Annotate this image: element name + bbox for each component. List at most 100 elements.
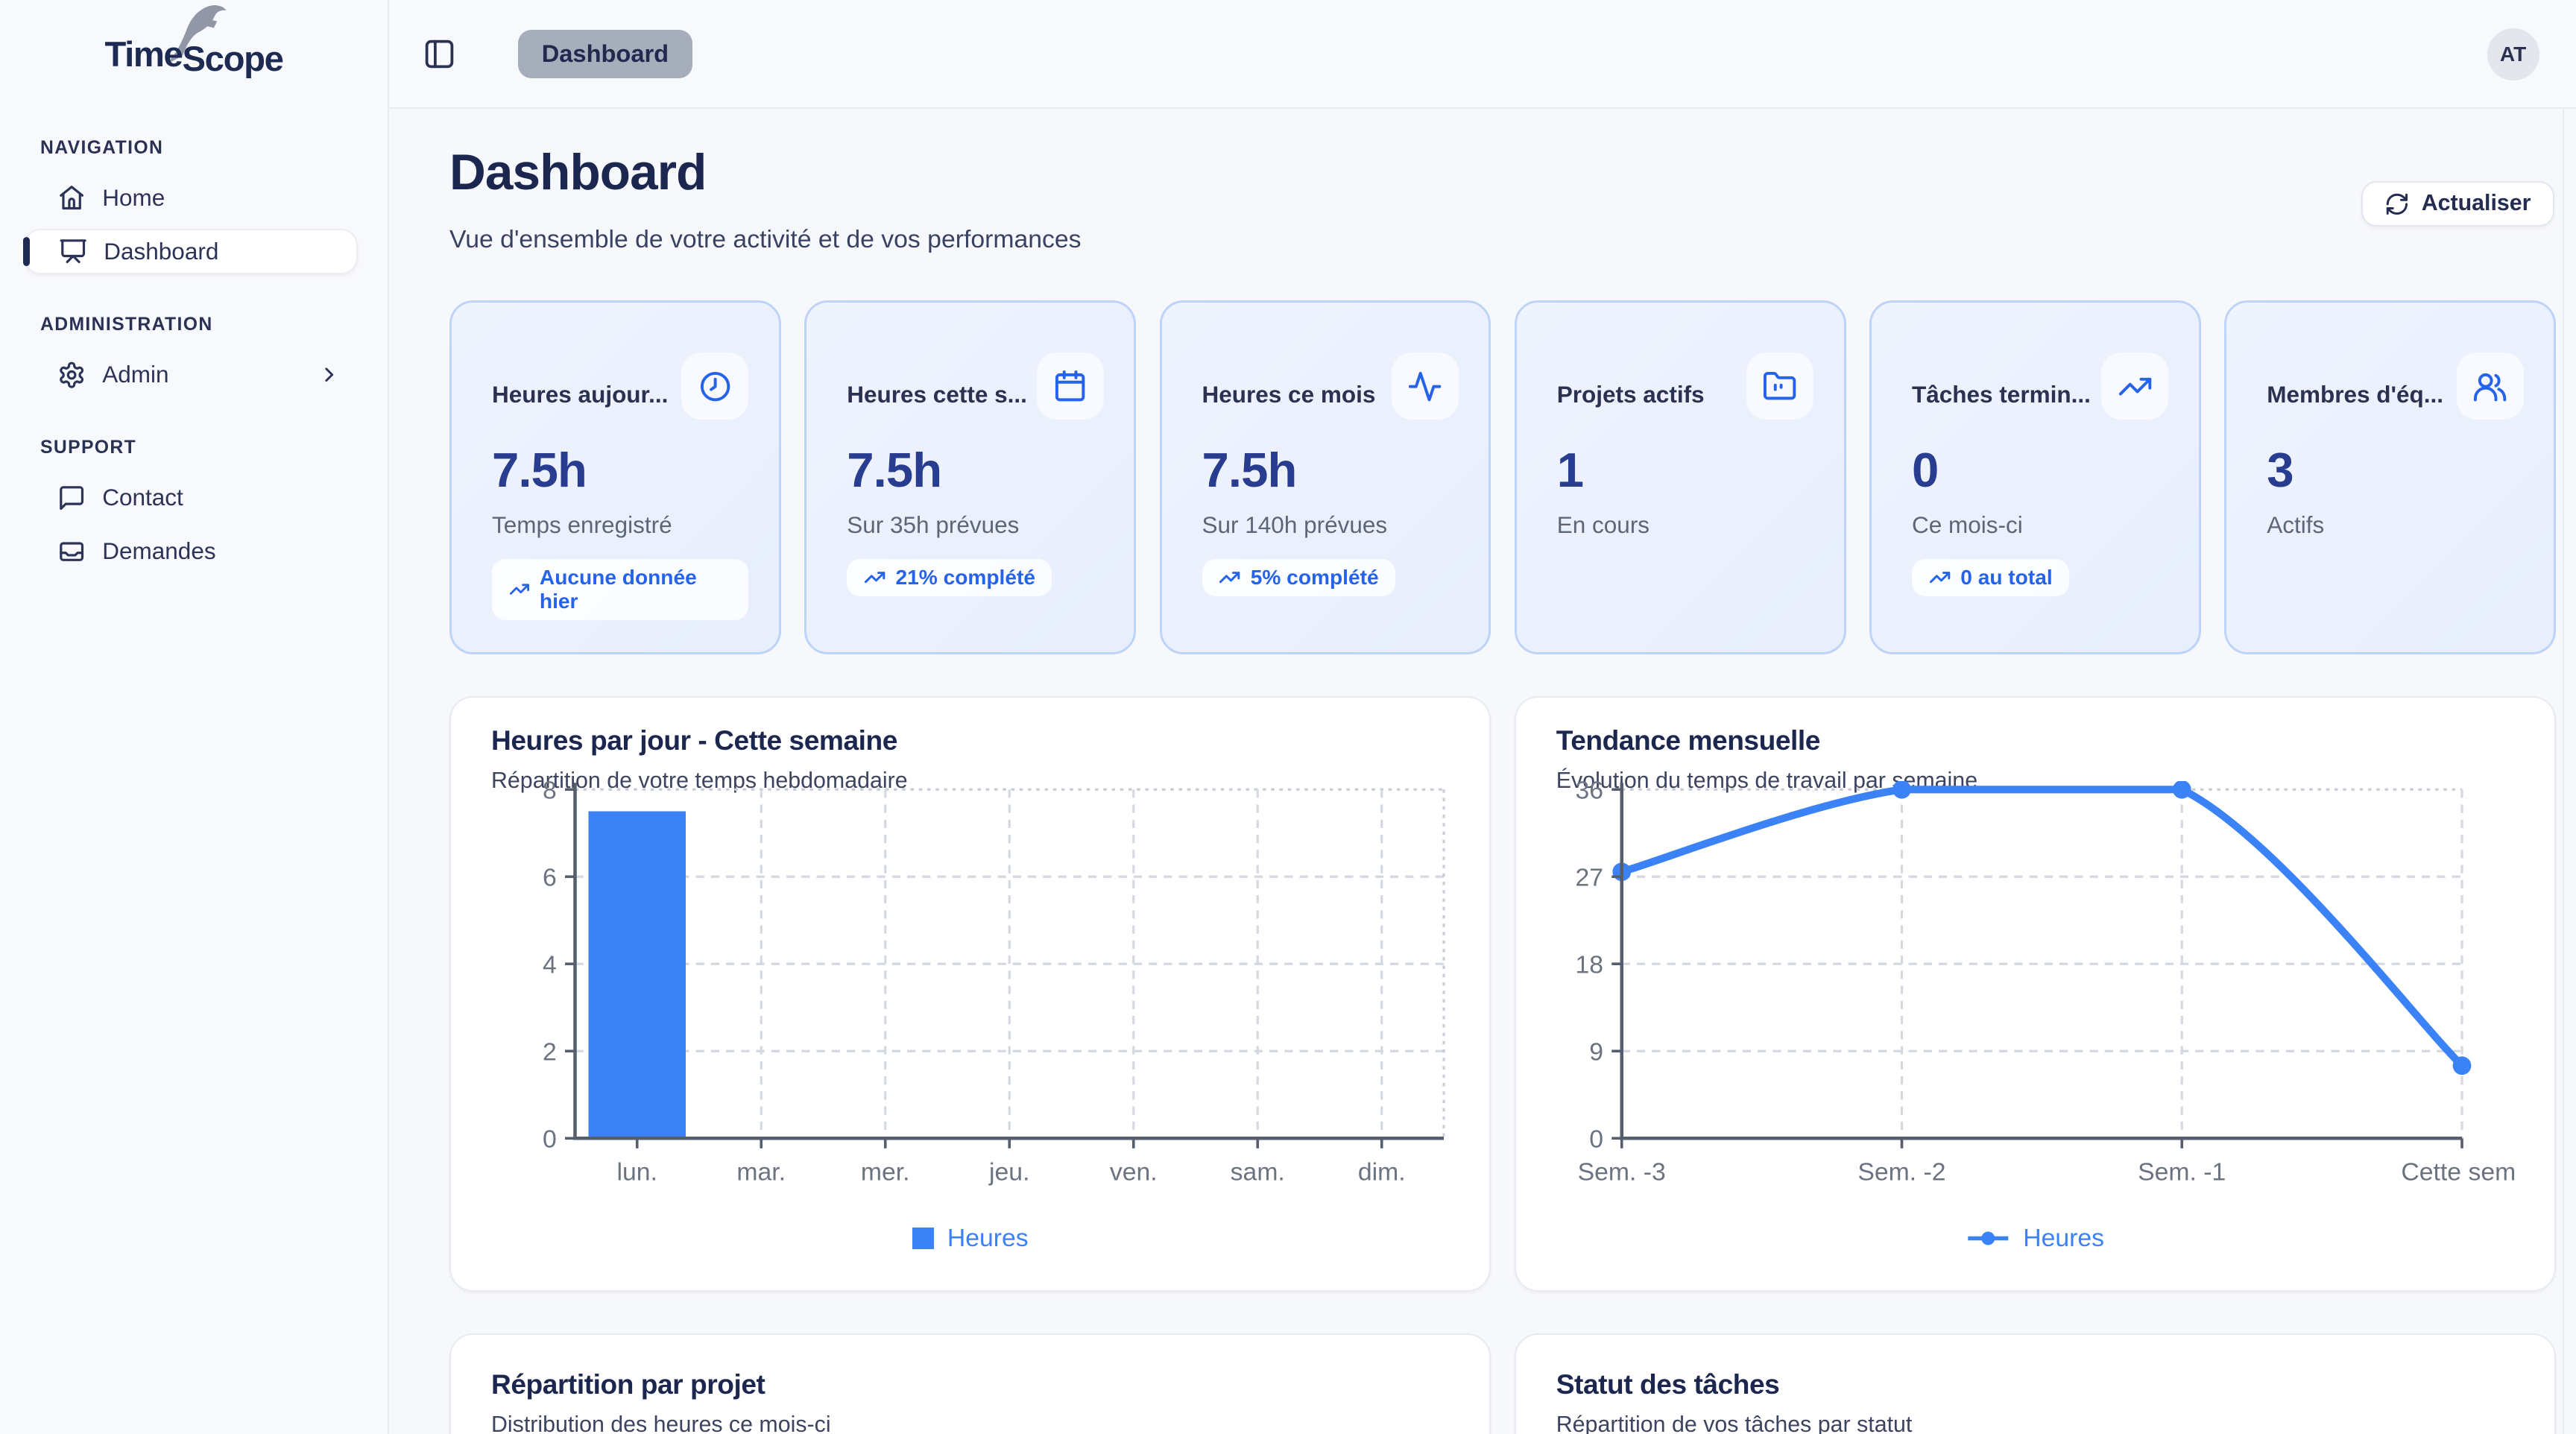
card-title: Répartition par projet: [491, 1368, 765, 1400]
sidebar-item-label: Dashboard: [104, 237, 219, 265]
svg-text:2: 2: [543, 1038, 557, 1067]
sidebar-item-home[interactable]: Home: [24, 175, 358, 221]
stat-card-team-members: Membres d'éq... 3 Actifs: [2224, 300, 2556, 654]
sidebar-toggle-button[interactable]: [417, 32, 461, 76]
activity-icon: [1391, 353, 1459, 420]
gear-icon: [57, 361, 86, 389]
stat-sub: En cours: [1556, 511, 1650, 538]
topbar: Dashboard AT: [389, 0, 2576, 110]
active-indicator: [23, 237, 31, 266]
brand-logo[interactable]: Time Scope: [0, 0, 388, 109]
svg-text:0: 0: [1589, 1125, 1603, 1154]
refresh-button-label: Actualiser: [2421, 191, 2531, 216]
stat-label: Heures aujour...: [492, 381, 669, 408]
message-icon: [57, 484, 86, 512]
svg-text:8: 8: [543, 781, 557, 805]
nav-section-support: SUPPORT: [40, 438, 137, 458]
line-chart: 0 9 18 27 36 Sem. -3 Sem. -2 Sem. -1 Cette sem.: [1575, 781, 2517, 1187]
line-chart-card: Tendance mensuelle Évolution du temps de…: [1514, 695, 2556, 1292]
brand-name-part2: Scope: [182, 40, 283, 80]
legend-label: Heures: [947, 1224, 1029, 1252]
svg-text:18: 18: [1575, 951, 1603, 979]
svg-text:mar.: mar.: [736, 1158, 786, 1187]
brand-name-part1: Time: [104, 34, 183, 75]
bar-chart-legend[interactable]: Heures: [451, 1224, 1489, 1253]
refresh-icon: [2384, 192, 2410, 217]
svg-text:Sem. -2: Sem. -2: [1857, 1158, 1945, 1187]
chevron-right-icon: [318, 363, 341, 387]
svg-text:27: 27: [1575, 864, 1603, 892]
content-right-border: [2563, 109, 2565, 1434]
stat-badge: 5% complété: [1202, 558, 1396, 596]
card-subtitle: Répartition de vos tâches par statut: [1556, 1412, 1913, 1434]
legend-label: Heures: [2023, 1224, 2105, 1252]
clock-icon: [681, 353, 749, 420]
svg-text:mer.: mer.: [861, 1158, 910, 1187]
stat-card-active-projects: Projets actifs 1 En cours: [1514, 300, 1846, 654]
stat-card-hours-month: Heures ce mois 7.5h Sur 140h prévues 5% …: [1159, 300, 1491, 654]
users-icon: [2456, 353, 2524, 420]
trending-up-icon: [2101, 353, 2169, 420]
home-icon: [57, 183, 86, 212]
refresh-button[interactable]: Actualiser: [2361, 181, 2554, 227]
stat-sub: Temps enregistré: [492, 511, 672, 538]
sidebar-item-label: Demandes: [102, 537, 216, 565]
card-subtitle: Distribution des heures ce mois-ci: [491, 1412, 831, 1434]
svg-text:4: 4: [543, 951, 557, 979]
svg-text:sam.: sam.: [1231, 1158, 1285, 1187]
stat-value: 3: [2267, 442, 2294, 497]
sidebar: Time Scope NAVIGATION Home Dashboard ADM…: [0, 0, 389, 1434]
card-title: Statut des tâches: [1556, 1368, 1780, 1400]
stat-sub: Sur 35h prévues: [847, 511, 1020, 538]
trend-up-icon: [1929, 571, 1950, 584]
stat-value: 7.5h: [847, 442, 942, 497]
dashboard-icon: [59, 237, 87, 265]
stat-card-hours-today: Heures aujour... 7.5h Temps enregistré A…: [449, 300, 781, 654]
breadcrumb[interactable]: Dashboard: [518, 29, 692, 78]
bar-chart-card: Heures par jour - Cette semaine Répartit…: [449, 695, 1491, 1292]
sidebar-item-label: Home: [102, 183, 165, 211]
stat-card-hours-week: Heures cette s... 7.5h Sur 35h prévues 2…: [804, 300, 1136, 654]
page-subtitle: Vue d'ensemble de votre activité et de v…: [449, 225, 1082, 254]
svg-text:9: 9: [1589, 1038, 1603, 1067]
chart-title: Heures par jour - Cette semaine: [491, 724, 897, 756]
sidebar-item-label: Contact: [102, 484, 183, 511]
sidebar-item-admin[interactable]: Admin: [24, 352, 358, 397]
sidebar-item-demandes[interactable]: Demandes: [24, 529, 358, 575]
project-distribution-card: Répartition par projet Distribution des …: [449, 1333, 1491, 1434]
avatar[interactable]: AT: [2487, 28, 2539, 80]
page-title: Dashboard: [449, 144, 707, 200]
trend-up-icon: [864, 571, 886, 584]
stat-sub: Sur 140h prévues: [1202, 511, 1388, 538]
svg-text:dim.: dim.: [1358, 1158, 1406, 1187]
stat-label: Heures ce mois: [1202, 381, 1376, 408]
chart-title: Tendance mensuelle: [1556, 724, 1821, 756]
line-chart-legend[interactable]: Heures: [1516, 1224, 2554, 1253]
sidebar-item-label: Admin: [102, 361, 169, 388]
task-status-card: Statut des tâches Répartition de vos tâc…: [1514, 1333, 2556, 1434]
sidebar-item-contact[interactable]: Contact: [24, 476, 358, 521]
svg-text:Cette sem.: Cette sem.: [2401, 1158, 2517, 1187]
inbox-icon: [57, 537, 86, 566]
stat-label: Tâches termin...: [1912, 381, 2091, 408]
sidebar-item-dashboard[interactable]: Dashboard: [23, 229, 358, 274]
legend-swatch-bar: [912, 1227, 934, 1250]
sidebar-nav: NAVIGATION Home Dashboard ADMINISTRATION…: [0, 109, 388, 574]
horse-logo-icon: [155, 0, 233, 68]
stat-label: Projets actifs: [1556, 381, 1705, 408]
svg-text:36: 36: [1575, 781, 1603, 805]
nav-section-navigation: NAVIGATION: [40, 137, 164, 158]
stat-badge: Aucune donnée hier: [492, 558, 749, 620]
stat-badge: 21% complété: [847, 558, 1052, 596]
stat-badge: 0 au total: [1912, 558, 2070, 596]
bar-chart: 0 2 4 6 8 lun. mar. mer. jeu. ven. sam. dim.: [543, 781, 1445, 1187]
nav-section-administration: ADMINISTRATION: [40, 314, 213, 335]
svg-text:6: 6: [543, 864, 557, 892]
svg-text:Sem. -3: Sem. -3: [1577, 1158, 1665, 1187]
svg-text:jeu.: jeu.: [988, 1158, 1029, 1187]
main-content: Dashboard Vue d'ensemble de votre activi…: [389, 109, 2576, 1434]
stat-sub: Actifs: [2267, 511, 2325, 538]
stat-sub: Ce mois-ci: [1912, 511, 2023, 538]
stat-value: 7.5h: [492, 442, 587, 497]
stats-row: Heures aujour... 7.5h Temps enregistré A…: [389, 300, 2576, 654]
